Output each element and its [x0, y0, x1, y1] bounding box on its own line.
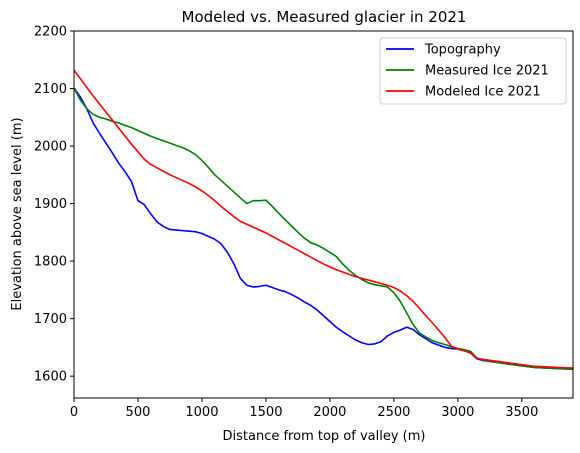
legend-entry-1: Measured Ice 2021 [425, 64, 549, 79]
series-line-2 [74, 69, 573, 369]
y-tick-label: 2100 [34, 82, 67, 97]
x-tick-label: 2500 [377, 405, 410, 420]
series-line-1 [74, 87, 573, 371]
y-tick-label: 1600 [34, 370, 67, 385]
y-tick-label: 1700 [34, 312, 67, 327]
x-tick-label: 1500 [249, 405, 282, 420]
y-tick-label: 1900 [34, 197, 67, 212]
y-tick-label: 2000 [34, 140, 67, 155]
y-tick-label: 1800 [34, 255, 67, 270]
x-tick-label: 500 [126, 405, 151, 420]
plot-area-frame [73, 30, 574, 399]
y-axis-label: Elevation above sea level (m) [10, 117, 25, 310]
y-tick-label: 2200 [34, 25, 67, 40]
x-tick-label: 3000 [441, 405, 474, 420]
chart-title: Modeled vs. Measured glacier in 2021 [182, 8, 467, 26]
legend: Topography Measured Ice 2021 Modeled Ice 2… [379, 37, 567, 105]
x-axis-label: Distance from top of valley (m) [223, 429, 426, 444]
x-tick-label: 3500 [505, 405, 538, 420]
legend-entry-2: Modeled Ice 2021 [425, 85, 541, 100]
x-tick-label: 2000 [313, 405, 346, 420]
series-line-0 [74, 87, 573, 371]
legend-box [379, 37, 567, 105]
x-tick-label: 1000 [185, 405, 218, 420]
x-tick-label: 0 [70, 405, 78, 420]
legend-entry-0: Topography [424, 43, 501, 58]
